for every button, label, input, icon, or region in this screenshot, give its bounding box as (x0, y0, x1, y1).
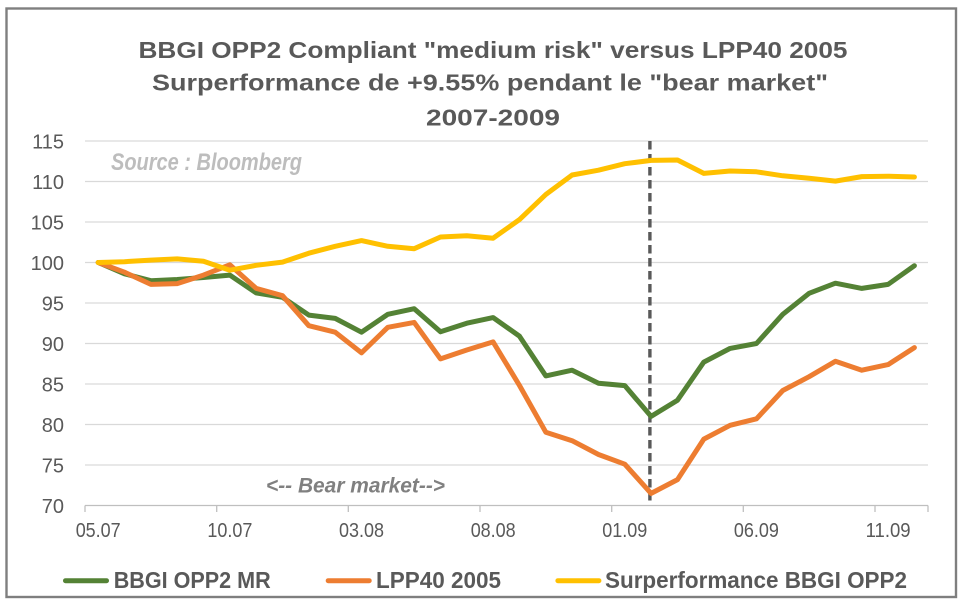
svg-text:Surperformance de +9.55% penda: Surperformance de +9.55% pendant le "bea… (152, 70, 828, 96)
svg-text:LPP40 2005: LPP40 2005 (376, 567, 501, 593)
svg-text:70: 70 (42, 496, 64, 518)
svg-text:Source : Bloomberg: Source : Bloomberg (111, 149, 302, 176)
svg-text:11.09: 11.09 (866, 520, 911, 542)
svg-text:115: 115 (32, 131, 64, 153)
svg-text:90: 90 (42, 334, 64, 356)
svg-text:95: 95 (42, 293, 64, 315)
svg-text:01.09: 01.09 (602, 520, 647, 542)
svg-text:Surperformance BBGI OPP2: Surperformance BBGI OPP2 (605, 567, 907, 593)
svg-text:10.07: 10.07 (207, 520, 252, 542)
svg-text:105: 105 (31, 212, 64, 234)
svg-text:03.08: 03.08 (339, 520, 384, 542)
svg-text:80: 80 (42, 415, 64, 437)
svg-text:05.07: 05.07 (76, 520, 121, 542)
svg-text:BBGI OPP2 MR: BBGI OPP2 MR (114, 567, 271, 593)
svg-text:85: 85 (42, 374, 64, 396)
svg-text:06.09: 06.09 (734, 520, 779, 542)
svg-text:BBGI OPP2 Compliant "medium ri: BBGI OPP2 Compliant "medium risk" versus… (139, 37, 848, 63)
svg-text:08.08: 08.08 (471, 520, 516, 542)
svg-text:<-- Bear market-->: <-- Bear market--> (266, 474, 445, 497)
svg-text:2007-2009: 2007-2009 (426, 104, 560, 130)
svg-text:100: 100 (31, 253, 64, 275)
svg-text:110: 110 (32, 172, 64, 194)
svg-text:75: 75 (42, 455, 64, 477)
